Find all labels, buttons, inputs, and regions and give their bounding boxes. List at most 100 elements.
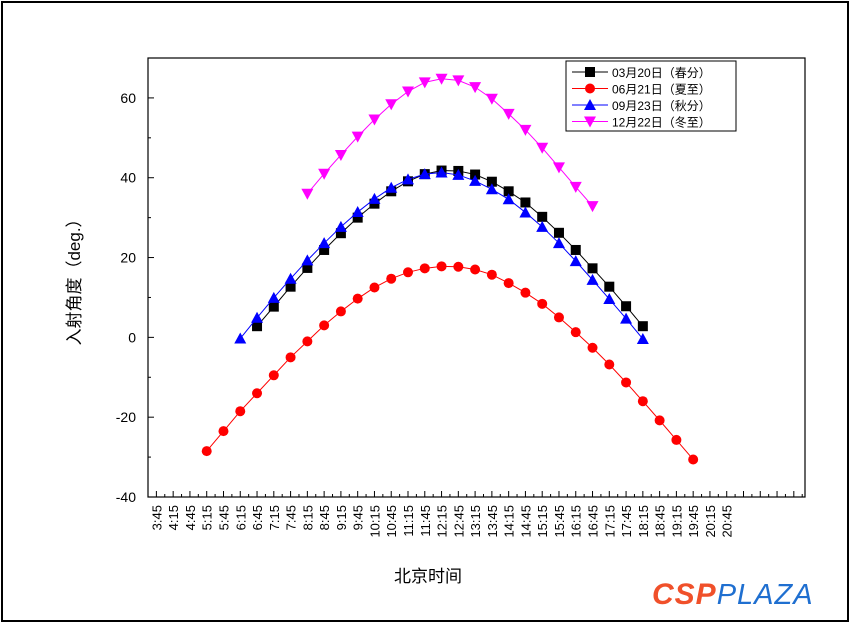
x-tick-label: 15:15 [535, 505, 550, 538]
data-point-series-3 [569, 181, 582, 193]
data-point-series-2 [569, 255, 582, 267]
data-point-series-1 [621, 377, 632, 388]
x-tick-label: 5:15 [200, 505, 215, 530]
x-tick-label: 18:45 [653, 505, 668, 538]
data-point-series-1 [537, 298, 548, 309]
series-line-2 [239, 172, 644, 340]
data-point-series-3 [385, 99, 398, 111]
data-point-series-2 [267, 291, 280, 303]
data-point-series-2 [485, 183, 498, 195]
y-tick-label: -40 [116, 489, 136, 505]
legend-marker-2 [584, 99, 596, 110]
data-point-series-1 [352, 293, 363, 304]
data-point-series-2 [519, 206, 532, 218]
x-tick-label: 4:45 [183, 505, 198, 530]
x-tick-label: 18:15 [636, 505, 651, 538]
y-tick-label: 40 [120, 170, 136, 186]
x-tick-label: 6:45 [250, 505, 265, 530]
data-point-series-1 [671, 434, 682, 445]
data-point-series-1 [235, 406, 246, 417]
x-tick-label: 11:15 [401, 505, 416, 537]
series-line-3 [306, 78, 593, 207]
data-point-series-0 [520, 197, 531, 208]
legend-label-1: 06月21日（夏至） [612, 83, 711, 97]
x-tick-label: 16:45 [586, 505, 601, 538]
x-tick-label: 9:45 [351, 505, 366, 530]
data-point-series-2 [586, 273, 599, 285]
data-point-series-3 [418, 77, 431, 89]
data-point-series-0 [252, 321, 263, 332]
legend-label-0: 03月20日（春分） [612, 66, 711, 80]
data-point-series-3 [334, 149, 347, 161]
data-point-series-2 [435, 166, 448, 178]
x-tick-label: 19:15 [669, 505, 684, 538]
data-point-series-1 [654, 415, 665, 426]
data-point-series-1 [470, 264, 481, 275]
data-point-series-3 [402, 86, 415, 98]
x-tick-label: 9:15 [334, 505, 349, 530]
data-point-series-1 [520, 287, 531, 298]
data-point-series-1 [503, 278, 514, 289]
data-point-series-1 [268, 370, 279, 381]
legend-marker-3 [584, 116, 596, 128]
data-point-series-0 [335, 228, 346, 239]
data-point-series-1 [386, 273, 397, 284]
x-tick-label: 20:45 [720, 505, 735, 538]
series-line-1 [206, 265, 694, 460]
data-point-series-2 [469, 174, 482, 186]
data-point-series-2 [301, 254, 314, 266]
data-point-series-1 [553, 312, 564, 323]
data-point-series-2 [603, 293, 616, 305]
data-point-series-3 [485, 93, 498, 105]
data-point-series-3 [502, 108, 515, 120]
data-point-series-1 [453, 261, 464, 272]
data-point-series-3 [318, 168, 331, 180]
data-point-series-2 [452, 168, 465, 180]
data-point-series-1 [252, 388, 263, 399]
x-tick-label: 8:15 [300, 505, 315, 530]
data-point-series-3 [469, 82, 482, 94]
x-tick-label: 12:45 [451, 505, 466, 538]
data-point-series-1 [369, 282, 380, 293]
data-point-series-2 [620, 312, 633, 324]
x-tick-label: 17:15 [602, 505, 617, 538]
x-tick-label: 15:45 [552, 505, 567, 538]
data-point-series-0 [268, 301, 279, 312]
y-tick-label: -20 [116, 409, 136, 425]
data-point-series-1 [587, 342, 598, 353]
data-point-series-1 [201, 446, 212, 457]
data-point-series-3 [452, 75, 465, 87]
x-axis-label: 北京时间 [394, 567, 462, 587]
data-point-series-1 [486, 269, 497, 280]
x-tick-label: 6:15 [233, 505, 248, 530]
data-point-series-1 [637, 396, 648, 407]
data-point-series-2 [234, 332, 247, 344]
data-point-series-0 [587, 263, 598, 274]
watermark-logo: CSPPLAZA [652, 578, 814, 612]
data-point-series-2 [636, 332, 649, 344]
data-point-series-0 [570, 244, 581, 255]
data-point-series-0 [285, 281, 296, 292]
data-point-series-1 [319, 320, 330, 331]
plot-area [147, 57, 806, 498]
x-tick-label: 13:15 [468, 505, 483, 538]
data-point-series-1 [285, 352, 296, 363]
data-point-series-0 [352, 212, 363, 223]
y-tick-label: 20 [120, 250, 136, 266]
data-point-series-1 [688, 454, 699, 465]
data-point-series-0 [302, 262, 313, 273]
data-point-series-0 [470, 169, 481, 180]
x-tick-label: 14:45 [518, 505, 533, 538]
data-point-series-2 [502, 193, 515, 205]
data-point-series-0 [621, 301, 632, 312]
data-point-series-1 [302, 336, 313, 347]
series-line-0 [256, 170, 644, 327]
legend-marker-0 [585, 67, 595, 77]
data-point-series-2 [351, 206, 364, 218]
y-tick-label: 60 [120, 90, 136, 106]
data-point-series-3 [586, 201, 599, 213]
data-point-series-1 [604, 359, 615, 370]
data-point-series-0 [553, 227, 564, 238]
